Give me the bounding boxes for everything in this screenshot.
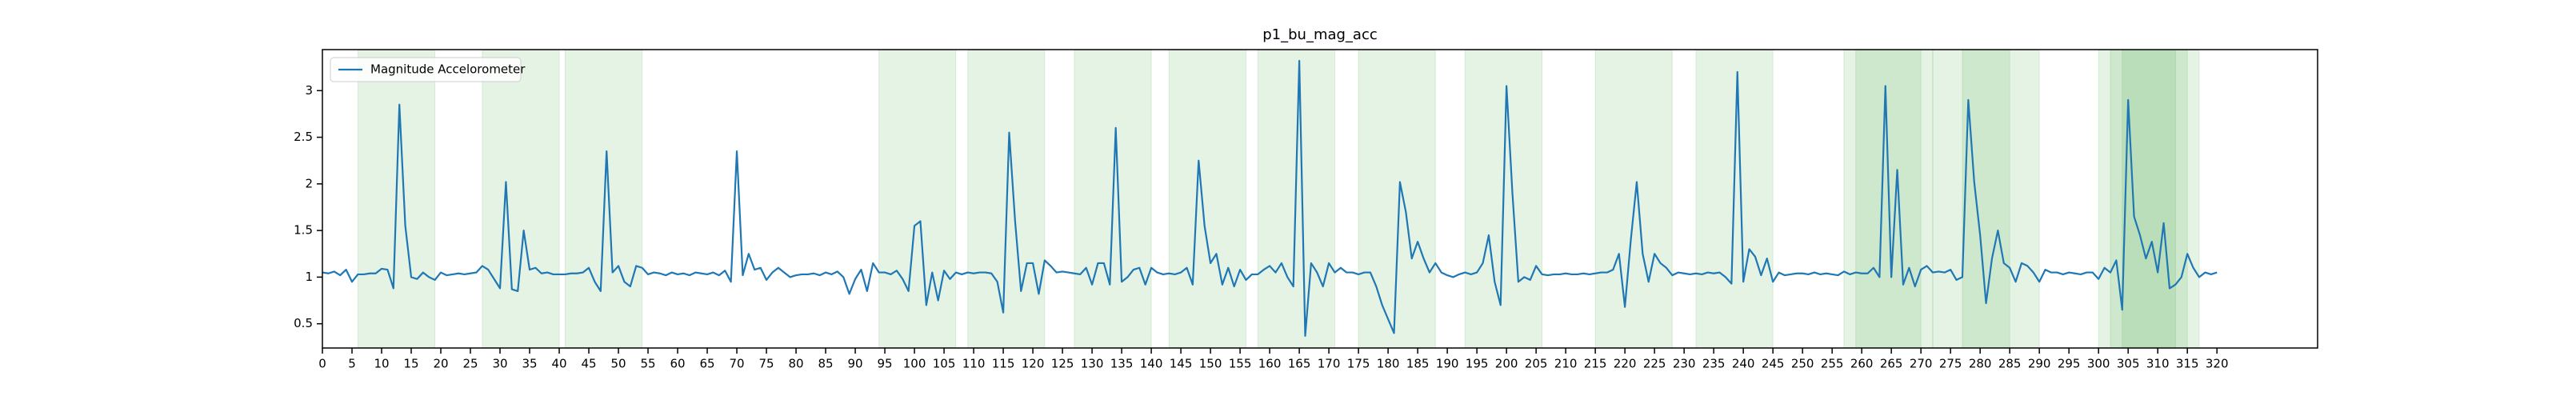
shaded-region <box>1594 49 1673 349</box>
x-tick-label: 150 <box>1199 357 1222 371</box>
x-tick-label: 285 <box>1998 357 2022 371</box>
x-tick-label: 110 <box>962 357 986 371</box>
shaded-region <box>878 49 957 349</box>
x-tick-label: 35 <box>522 357 537 371</box>
x-tick-label: 225 <box>1643 357 1666 371</box>
x-tick-label: 145 <box>1170 357 1193 371</box>
x-tick-label: 265 <box>1880 357 1903 371</box>
x-tick-label: 290 <box>2028 357 2051 371</box>
x-tick-label: 60 <box>670 357 685 371</box>
x-tick-label: 305 <box>2117 357 2140 371</box>
y-tick-label: 2.5 <box>294 130 313 144</box>
x-tick-label: 260 <box>1850 357 1874 371</box>
x-tick-label: 80 <box>789 357 804 371</box>
x-tick-label: 20 <box>433 357 448 371</box>
x-tick-label: 315 <box>2176 357 2199 371</box>
x-tick-label: 70 <box>729 357 744 371</box>
x-tick-label: 15 <box>403 357 418 371</box>
legend: Magnitude Accelorometer <box>330 57 526 82</box>
x-tick-label: 205 <box>1525 357 1548 371</box>
x-tick-label: 300 <box>2087 357 2110 371</box>
x-tick-label: 275 <box>1939 357 1962 371</box>
x-tick-label: 250 <box>1791 357 1814 371</box>
shaded-region <box>1855 49 1934 349</box>
shaded-region <box>1168 49 1246 349</box>
x-tick-label: 75 <box>758 357 774 371</box>
x-tick-label: 210 <box>1554 357 1578 371</box>
shaded-region <box>482 49 560 349</box>
x-tick-label: 320 <box>2206 357 2229 371</box>
x-tick-label: 95 <box>878 357 893 371</box>
x-tick-label: 125 <box>1051 357 1074 371</box>
x-tick-label: 230 <box>1673 357 1696 371</box>
x-tick-label: 240 <box>1732 357 1755 371</box>
x-tick-label: 215 <box>1584 357 1607 371</box>
x-tick-label: 120 <box>1022 357 1045 371</box>
chart-title: p1_bu_mag_acc <box>1262 26 1378 43</box>
shaded-region <box>1962 49 2040 349</box>
x-tick-label: 220 <box>1614 357 1637 371</box>
legend-label: Magnitude Accelorometer <box>370 62 526 77</box>
y-tick-label: 1 <box>305 270 313 284</box>
x-tick-label: 235 <box>1702 357 1726 371</box>
data-line <box>322 59 2218 337</box>
x-tick-label: 50 <box>610 357 626 371</box>
x-tick-label: 165 <box>1288 357 1311 371</box>
x-tick-label: 200 <box>1495 357 1518 371</box>
x-tick-label: 10 <box>374 357 389 371</box>
x-tick-label: 160 <box>1258 357 1282 371</box>
x-tick-label: 155 <box>1229 357 1252 371</box>
x-tick-label: 135 <box>1110 357 1134 371</box>
x-tick-label: 115 <box>992 357 1015 371</box>
x-tick-label: 105 <box>933 357 956 371</box>
x-tick-label: 90 <box>848 357 863 371</box>
x-tick-label: 295 <box>2058 357 2081 371</box>
x-tick-label: 0 <box>318 357 326 371</box>
x-tick-label: 170 <box>1318 357 1341 371</box>
axes-frame <box>322 49 2318 349</box>
y-tick-label: 0.5 <box>294 316 313 330</box>
x-tick-label: 245 <box>1762 357 1785 371</box>
x-tick-label: 85 <box>818 357 834 371</box>
legend-box <box>330 57 522 82</box>
y-tick-label: 1.5 <box>294 223 313 238</box>
x-tick-label: 25 <box>462 357 478 371</box>
shaded-region <box>1932 49 2010 349</box>
x-tick-label: 310 <box>2146 357 2170 371</box>
x-tick-label: 180 <box>1377 357 1400 371</box>
x-tick-label: 270 <box>1910 357 1933 371</box>
x-tick-label: 280 <box>1969 357 1992 371</box>
y-tick-label: 3 <box>305 83 313 98</box>
x-tick-label: 40 <box>551 357 566 371</box>
x-tick-label: 130 <box>1081 357 1104 371</box>
x-tick-label: 100 <box>903 357 926 371</box>
x-tick-label: 30 <box>492 357 507 371</box>
x-tick-label: 175 <box>1347 357 1370 371</box>
x-tick-label: 5 <box>348 357 356 371</box>
x-tick-label: 185 <box>1406 357 1430 371</box>
x-tick-label: 190 <box>1436 357 1459 371</box>
x-tick-label: 55 <box>640 357 655 371</box>
x-tick-label: 45 <box>581 357 596 371</box>
shaded-region <box>2122 49 2200 349</box>
x-tick-label: 195 <box>1466 357 1489 371</box>
x-tick-label: 255 <box>1821 357 1844 371</box>
shaded-region <box>1358 49 1436 349</box>
y-tick-label: 2 <box>305 176 313 190</box>
x-tick-label: 65 <box>699 357 714 371</box>
shaded-region <box>564 49 643 349</box>
x-tick-label: 140 <box>1140 357 1163 371</box>
